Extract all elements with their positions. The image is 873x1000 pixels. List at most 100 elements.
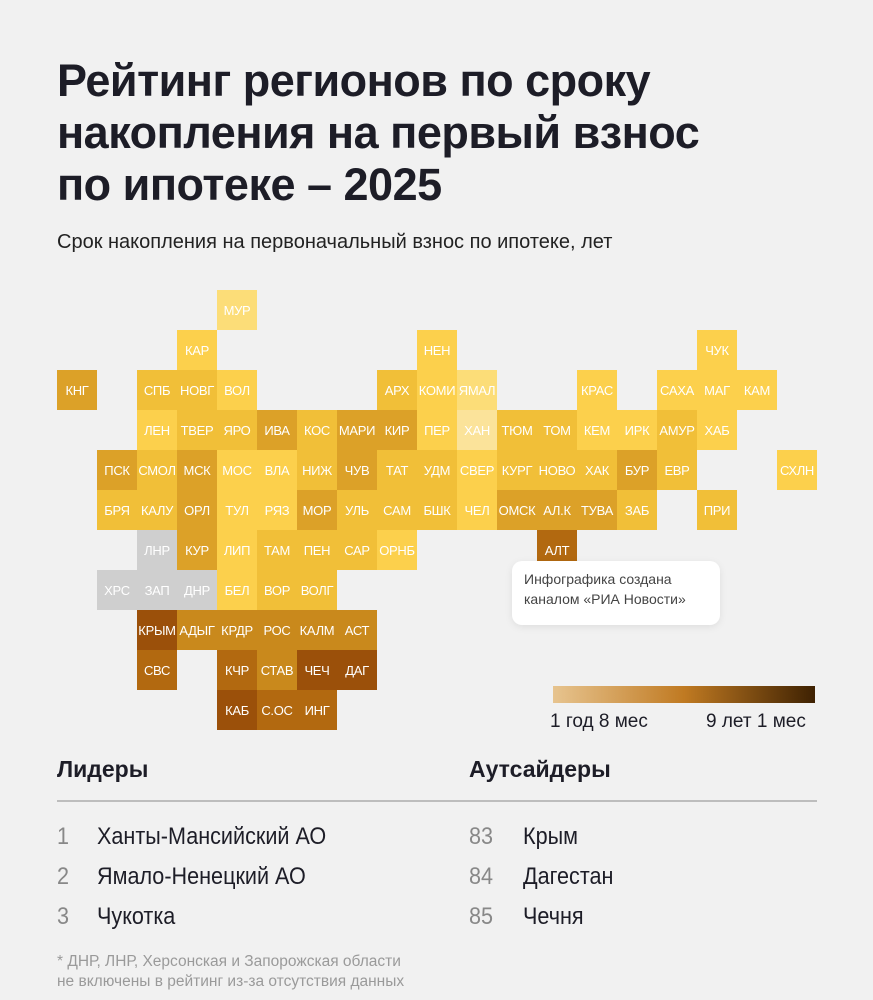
region-tile: САР bbox=[337, 530, 377, 570]
title-line: Рейтинг регионов по сроку bbox=[57, 55, 651, 106]
region-tile: ОРЛ bbox=[177, 490, 217, 530]
region-tile: СВЕР bbox=[457, 450, 497, 490]
region-tile: ЗАБ bbox=[617, 490, 657, 530]
region-tile: ЗАП bbox=[137, 570, 177, 610]
region-tile: КАБ bbox=[217, 690, 257, 730]
legend-gradient bbox=[553, 686, 815, 703]
region-tile: МСК bbox=[177, 450, 217, 490]
region-tile: СМОЛ bbox=[137, 450, 177, 490]
region-tile: КРЫМ bbox=[137, 610, 177, 650]
region-tile: ПСК bbox=[97, 450, 137, 490]
leaders-heading: Лидеры bbox=[57, 756, 149, 782]
legend-max-label: 9 лет 1 мес bbox=[706, 711, 806, 732]
region-tile: МОР bbox=[297, 490, 337, 530]
region-tile: ДАГ bbox=[337, 650, 377, 690]
outsiders-rank: 84 bbox=[469, 863, 494, 890]
region-tile: ПЕН bbox=[297, 530, 337, 570]
region-tile: ПЕР bbox=[417, 410, 457, 450]
region-tile: МУР bbox=[217, 290, 257, 330]
region-tile: ЯРО bbox=[217, 410, 257, 450]
title-line: по ипотеке – 2025 bbox=[57, 159, 442, 210]
region-tile: КАМ bbox=[737, 370, 777, 410]
region-tile: ЧУК bbox=[697, 330, 737, 370]
outsiders-rank: 85 bbox=[469, 903, 494, 930]
region-tile: ЛНР bbox=[137, 530, 177, 570]
region-tile: НОВГ bbox=[177, 370, 217, 410]
region-tile: КЧР bbox=[217, 650, 257, 690]
region-tile: НИЖ bbox=[297, 450, 337, 490]
divider bbox=[57, 800, 817, 802]
region-tile: ТОМ bbox=[537, 410, 577, 450]
footnote: * ДНР, ЛНР, Херсонская и Запорожская обл… bbox=[57, 952, 404, 992]
region-tile: МАГ bbox=[697, 370, 737, 410]
region-tile: КАР bbox=[177, 330, 217, 370]
region-tile: КУР bbox=[177, 530, 217, 570]
region-tile: САМ bbox=[377, 490, 417, 530]
region-tile: ВОР bbox=[257, 570, 297, 610]
region-tile: ТАМ bbox=[257, 530, 297, 570]
footnote-line: * ДНР, ЛНР, Херсонская и Запорожская обл… bbox=[57, 953, 401, 970]
region-tile: АРХ bbox=[377, 370, 417, 410]
region-tile: МОС bbox=[217, 450, 257, 490]
region-tile: ЛЕН bbox=[137, 410, 177, 450]
region-tile: СТАВ bbox=[257, 650, 297, 690]
region-tile: ЧЕЛ bbox=[457, 490, 497, 530]
leaders-region-name: Ямало-Ненецкий АО bbox=[97, 863, 306, 890]
region-tile: АЛ.К bbox=[537, 490, 577, 530]
region-tile: РОС bbox=[257, 610, 297, 650]
region-tile: БЕЛ bbox=[217, 570, 257, 610]
region-tile: ИРК bbox=[617, 410, 657, 450]
region-tile: ПРИ bbox=[697, 490, 737, 530]
region-tile: ВОЛГ bbox=[297, 570, 337, 610]
region-tile: СХЛН bbox=[777, 450, 817, 490]
region-tile: ЛИП bbox=[217, 530, 257, 570]
title-line: накопления на первый взнос bbox=[57, 107, 700, 158]
region-tile: ХАК bbox=[577, 450, 617, 490]
region-tile: С.ОС bbox=[257, 690, 297, 730]
region-tile: ЯМАЛ bbox=[457, 370, 497, 410]
outsiders-region-name: Чечня bbox=[523, 903, 584, 930]
region-tile: КОМИ bbox=[417, 370, 457, 410]
leaders-rank: 2 bbox=[57, 863, 70, 890]
region-tile: СВС bbox=[137, 650, 177, 690]
region-tile: БУР bbox=[617, 450, 657, 490]
region-tile: РЯЗ bbox=[257, 490, 297, 530]
region-tile: ИНГ bbox=[297, 690, 337, 730]
region-tile: ОРНБ bbox=[377, 530, 417, 570]
credit-line: Инфографика создана bbox=[524, 571, 672, 587]
region-tile: ТЮМ bbox=[497, 410, 537, 450]
region-tile: КРАС bbox=[577, 370, 617, 410]
region-tile: ОМСК bbox=[497, 490, 537, 530]
region-tile: ЧЕЧ bbox=[297, 650, 337, 690]
region-tile: ВОЛ bbox=[217, 370, 257, 410]
region-tile: КУРГ bbox=[497, 450, 537, 490]
region-tile: ТВЕР bbox=[177, 410, 217, 450]
region-tile: ТАТ bbox=[377, 450, 417, 490]
region-tile: КРДР bbox=[217, 610, 257, 650]
outsiders-region-name: Дагестан bbox=[523, 863, 614, 890]
region-tile: ВЛА bbox=[257, 450, 297, 490]
leaders-region-name: Ханты-Мансийский АО bbox=[97, 823, 327, 850]
credit-line: каналом «РИА Новости» bbox=[524, 591, 686, 607]
region-tile: НОВО bbox=[537, 450, 577, 490]
region-tile: КАЛУ bbox=[137, 490, 177, 530]
region-tile: КОС bbox=[297, 410, 337, 450]
outsiders-region-name: Крым bbox=[523, 823, 578, 850]
region-tile: БРЯ bbox=[97, 490, 137, 530]
region-tile: ХАН bbox=[457, 410, 497, 450]
region-tile: УДМ bbox=[417, 450, 457, 490]
leaders-rank: 1 bbox=[57, 823, 70, 850]
legend-min-label: 1 год 8 мес bbox=[550, 711, 648, 732]
region-tile: ДНР bbox=[177, 570, 217, 610]
region-tile: ЧУВ bbox=[337, 450, 377, 490]
outsiders-rank: 83 bbox=[469, 823, 494, 850]
region-tile: ТУВА bbox=[577, 490, 617, 530]
region-tile: УЛЬ bbox=[337, 490, 377, 530]
region-tile: КИР bbox=[377, 410, 417, 450]
region-tile: ХАБ bbox=[697, 410, 737, 450]
region-tile: ЕВР bbox=[657, 450, 697, 490]
region-tile: ИВА bbox=[257, 410, 297, 450]
region-tile: БШК bbox=[417, 490, 457, 530]
region-tile: СПБ bbox=[137, 370, 177, 410]
